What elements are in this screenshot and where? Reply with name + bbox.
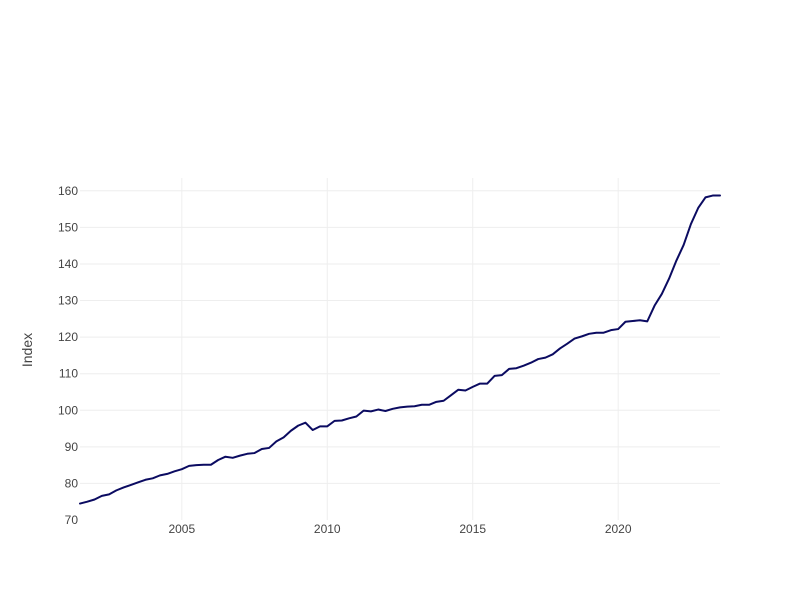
y-tick-label: 80 bbox=[65, 476, 79, 490]
y-tick-label: 140 bbox=[58, 257, 78, 271]
y-tick-label: 130 bbox=[58, 294, 78, 308]
series-layer bbox=[79, 194, 721, 505]
x-tick-label: 2010 bbox=[314, 522, 341, 536]
x-tick-label: 2015 bbox=[459, 522, 486, 536]
y-tick-label: 150 bbox=[58, 220, 78, 234]
y-tick-label: 160 bbox=[58, 184, 78, 198]
grid-layer bbox=[80, 178, 720, 520]
y-tick-label: 70 bbox=[65, 513, 79, 527]
y-axis-title: Index bbox=[19, 333, 35, 367]
y-tick-label: 90 bbox=[65, 440, 79, 454]
y-tick-label: 120 bbox=[58, 330, 78, 344]
x-tick-label: 2020 bbox=[605, 522, 632, 536]
y-tick-label: 110 bbox=[59, 367, 78, 381]
series-line bbox=[79, 194, 721, 505]
x-tick-labels: 2005 2010 2015 2020 bbox=[168, 522, 631, 536]
y-tick-labels: 70 80 90 100 110 120 130 140 150 160 bbox=[58, 184, 78, 527]
y-tick-label: 100 bbox=[58, 403, 78, 417]
x-tick-label: 2005 bbox=[168, 522, 195, 536]
